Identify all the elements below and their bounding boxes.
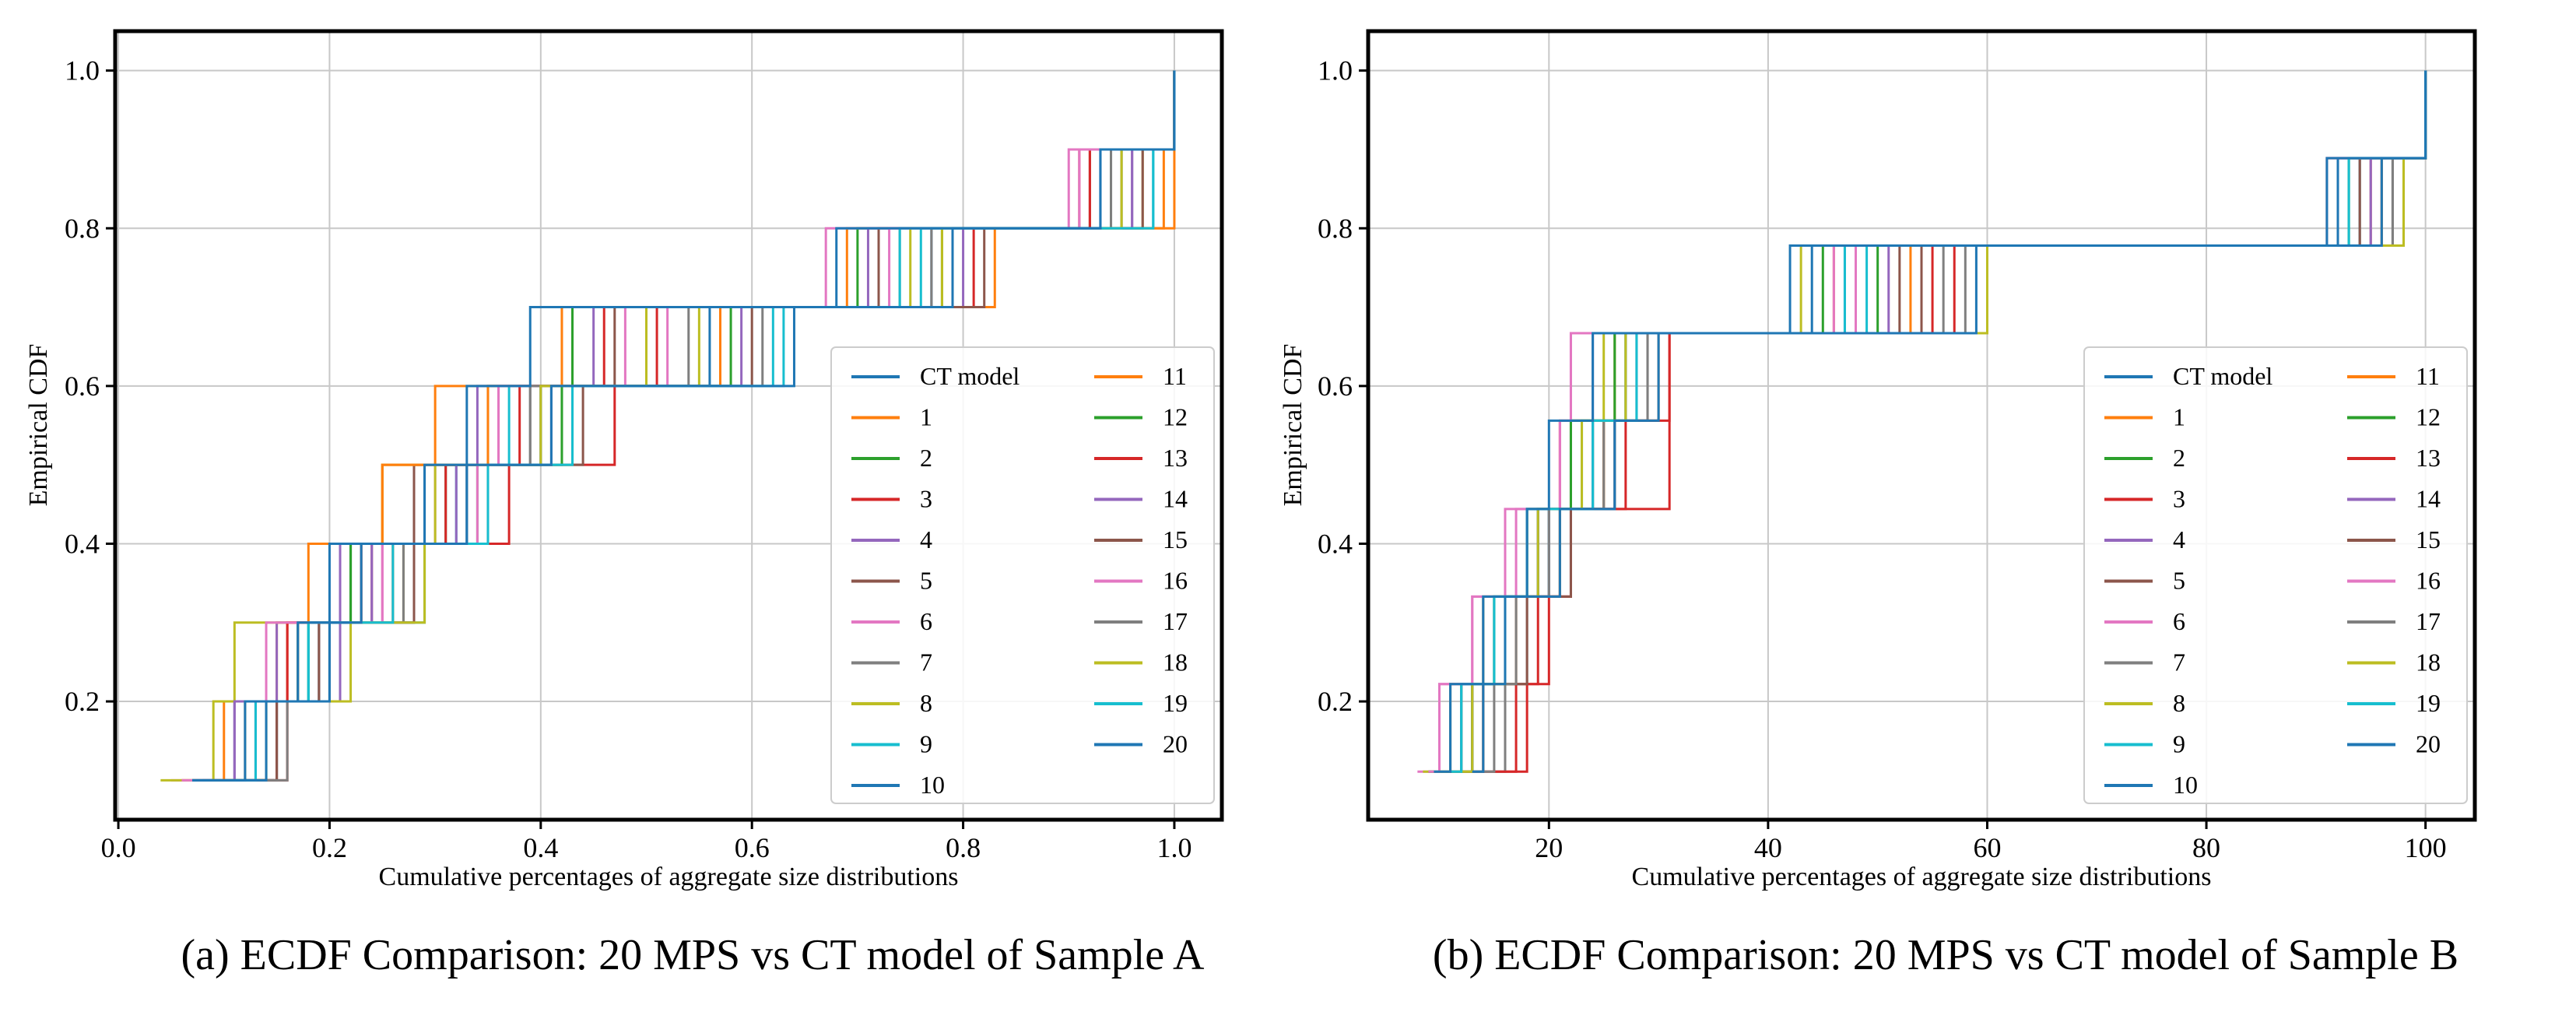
legend-label: CT model [2173,362,2272,390]
legend-label: 20 [2416,730,2441,758]
ecdf-series-ct-model [192,70,1176,782]
legend-label: 9 [2173,730,2185,758]
legend-label: 11 [1163,362,1187,390]
y-tick-label: 0.6 [65,371,100,402]
y-axis-label: Empirical CDF [24,344,53,507]
x-tick-label: 0.2 [312,832,347,863]
caption: (b) ECDF Comparison: 20 MPS vs CT model … [1433,931,2458,979]
legend-label: 16 [2416,567,2441,595]
legend-label: 15 [1163,525,1188,553]
y-axis-label: Empirical CDF [1279,344,1307,507]
series-lines [160,70,1176,782]
x-tick-label: 1.0 [1156,832,1191,863]
legend-label: 7 [920,648,932,676]
legend-label: 19 [2416,689,2441,717]
legend-label: 7 [2173,648,2185,676]
y-tick-label: 0.2 [65,686,100,717]
x-tick-label: 60 [1973,832,2001,863]
x-tick-label: 0.4 [523,832,558,863]
legend-label: 2 [920,444,932,472]
legend-label: 12 [1163,403,1188,431]
legend-label: 19 [1163,689,1188,717]
legend-label: 11 [2416,362,2440,390]
plot-frame [113,29,1224,822]
legend-label: 8 [2173,689,2185,717]
legend-label: 16 [1163,567,1188,595]
legend-label: 9 [920,730,932,758]
legend-label: 18 [1163,648,1188,676]
legend-label: 2 [2173,444,2185,472]
y-tick-label: 1.0 [1318,55,1353,86]
x-axis-label: Cumulative percentages of aggregate size… [1632,863,2212,891]
panel-b: 20 40 60 80 100 0.2 0.4 0.6 0.8 1.0 Cumulative pe… [1279,29,2477,979]
legend-label: 20 [1163,730,1188,758]
legend-label: 5 [920,567,932,595]
legend-label: 10 [2173,771,2198,799]
plot-frame [1366,29,2477,822]
legend-label: 14 [2416,485,2441,513]
legend-label: 6 [2173,607,2185,635]
ecdf-series-20 [1472,70,2427,773]
x-tick-label: 100 [2405,832,2447,863]
axis-ticks: 20 40 60 80 100 0.2 0.4 0.6 0.8 1.0 [1318,55,2447,863]
y-tick-label: 0.6 [1318,371,1353,402]
legend-label: 18 [2416,648,2441,676]
x-tick-label: 20 [1535,832,1563,863]
legend-label: 17 [1163,607,1188,635]
legend-label: 15 [2416,525,2441,553]
y-tick-label: 0.4 [65,528,100,559]
x-tick-label: 0.6 [735,832,770,863]
axis-ticks: 0.0 0.2 0.4 0.6 0.8 1.0 0.2 0.4 0.6 0.8 1.0 [65,55,1191,863]
legend-box [830,346,1215,804]
legend-box [2083,346,2468,804]
legend-label: 5 [2173,567,2185,595]
y-tick-label: 0.4 [1318,528,1353,559]
legend-label: 1 [920,403,932,431]
x-tick-label: 0.8 [946,832,981,863]
ecdf-series-ct-model [1434,70,2427,773]
legend-label: 4 [920,525,932,553]
legend-label: 1 [2173,403,2185,431]
legend-label: 8 [920,689,932,717]
panel-a: 0.0 0.2 0.4 0.6 0.8 1.0 0.2 0.4 0.6 0.8 1.0 Cumula… [24,29,1224,979]
x-tick-label: 40 [1754,832,1782,863]
legend-label: 6 [920,607,932,635]
legend-label: 14 [1163,485,1188,513]
caption: (a) ECDF Comparison: 20 MPS vs CT model … [181,931,1206,979]
series-lines [1417,70,2427,773]
x-axis-label: Cumulative percentages of aggregate size… [379,863,959,891]
legend-label: 10 [920,771,945,799]
legend-label: 12 [2416,403,2441,431]
x-tick-label: 80 [2192,832,2220,863]
legend-label: CT model [920,362,1020,390]
y-tick-label: 0.8 [1318,213,1353,244]
legend-label: 17 [2416,607,2441,635]
legend-label: 13 [1163,444,1188,472]
x-tick-label: 0.0 [101,832,136,863]
y-tick-label: 0.8 [65,213,100,244]
legend-label: 3 [920,485,932,513]
legend-label: 4 [2173,525,2185,553]
y-tick-label: 0.2 [1318,686,1353,717]
legend-label: 13 [2416,444,2441,472]
y-tick-label: 1.0 [65,55,100,86]
legend-label: 3 [2173,485,2185,513]
